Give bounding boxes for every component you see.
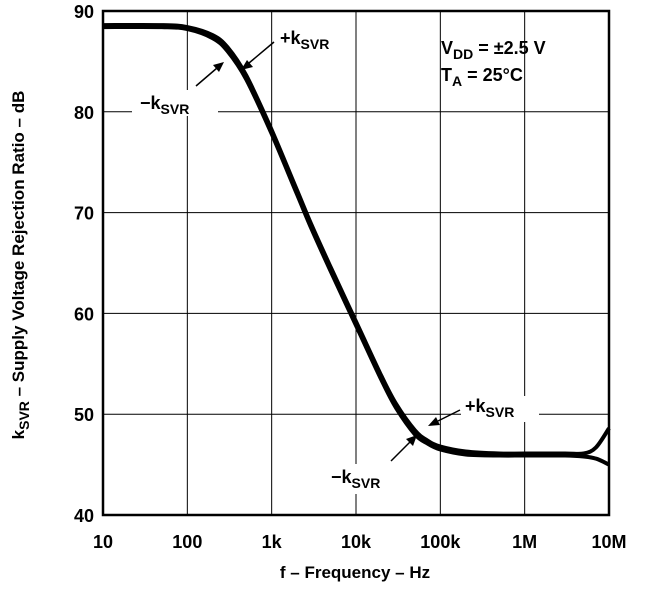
arrowhead	[428, 417, 440, 426]
y-tick-label: 40	[74, 506, 94, 526]
x-tick-labels: 10 100 1k 10k 100k 1M 10M	[93, 532, 627, 552]
annotation-minus-ksvr-top: −kSVR	[132, 62, 224, 117]
condition-vdd: VDD = ±2.5 V	[441, 38, 546, 62]
y-tick-label: 60	[74, 304, 94, 324]
y-tick-label: 80	[74, 103, 94, 123]
y-tick-label: 50	[74, 405, 94, 425]
arrow-minus-ksvr-top	[195, 67, 218, 87]
conditions: VDD = ±2.5 V TA = 25°C	[441, 38, 546, 89]
arrowhead	[213, 62, 224, 72]
y-axis-label-sub: SVR	[16, 401, 32, 430]
annotation-plus-ksvr-top: +kSVR	[241, 28, 351, 70]
svg-text:+kSVR: +kSVR	[280, 28, 329, 52]
y-tick-label: 90	[74, 2, 94, 22]
series-line-2	[102, 24, 610, 467]
x-tick-label: 100k	[420, 532, 461, 552]
plot-frame	[101, 9, 611, 517]
y-axis-label: kSVR – Supply Voltage Rejection Ratio – …	[9, 91, 32, 440]
y-axis-label-main: k	[9, 429, 28, 439]
y-axis-label-rest: – Supply Voltage Rejection Ratio – dB	[9, 91, 28, 401]
y-tick-labels: 40 50 60 70 80 90	[74, 2, 94, 526]
arrowhead	[241, 60, 253, 70]
svg-text:+kSVR: +kSVR	[465, 396, 514, 420]
annotation-minus-ksvr-bottom: −kSVR	[326, 435, 417, 494]
series-lines	[102, 22, 611, 467]
arrow-minus-ksvr-bottom	[390, 441, 411, 462]
arrow-plus-ksvr-bottom	[437, 409, 461, 422]
grid-lines	[103, 11, 609, 515]
svg-text:−kSVR: −kSVR	[331, 467, 380, 491]
x-tick-label: 10	[93, 532, 113, 552]
svg-text:−kSVR: −kSVR	[140, 93, 189, 117]
arrowhead	[406, 435, 417, 446]
x-axis-label: f – Frequency – Hz	[280, 563, 430, 582]
x-tick-label: 10k	[341, 532, 372, 552]
arrow-plus-ksvr-top	[248, 41, 275, 64]
x-tick-label: 100	[172, 532, 202, 552]
x-tick-label: 10M	[591, 532, 626, 552]
x-tick-label: 1k	[262, 532, 283, 552]
x-tick-label: 1M	[512, 532, 537, 552]
y-tick-label: 70	[74, 204, 94, 224]
annotation-plus-ksvr-bottom: +kSVR	[428, 396, 539, 426]
condition-ta: TA = 25°C	[441, 65, 523, 89]
